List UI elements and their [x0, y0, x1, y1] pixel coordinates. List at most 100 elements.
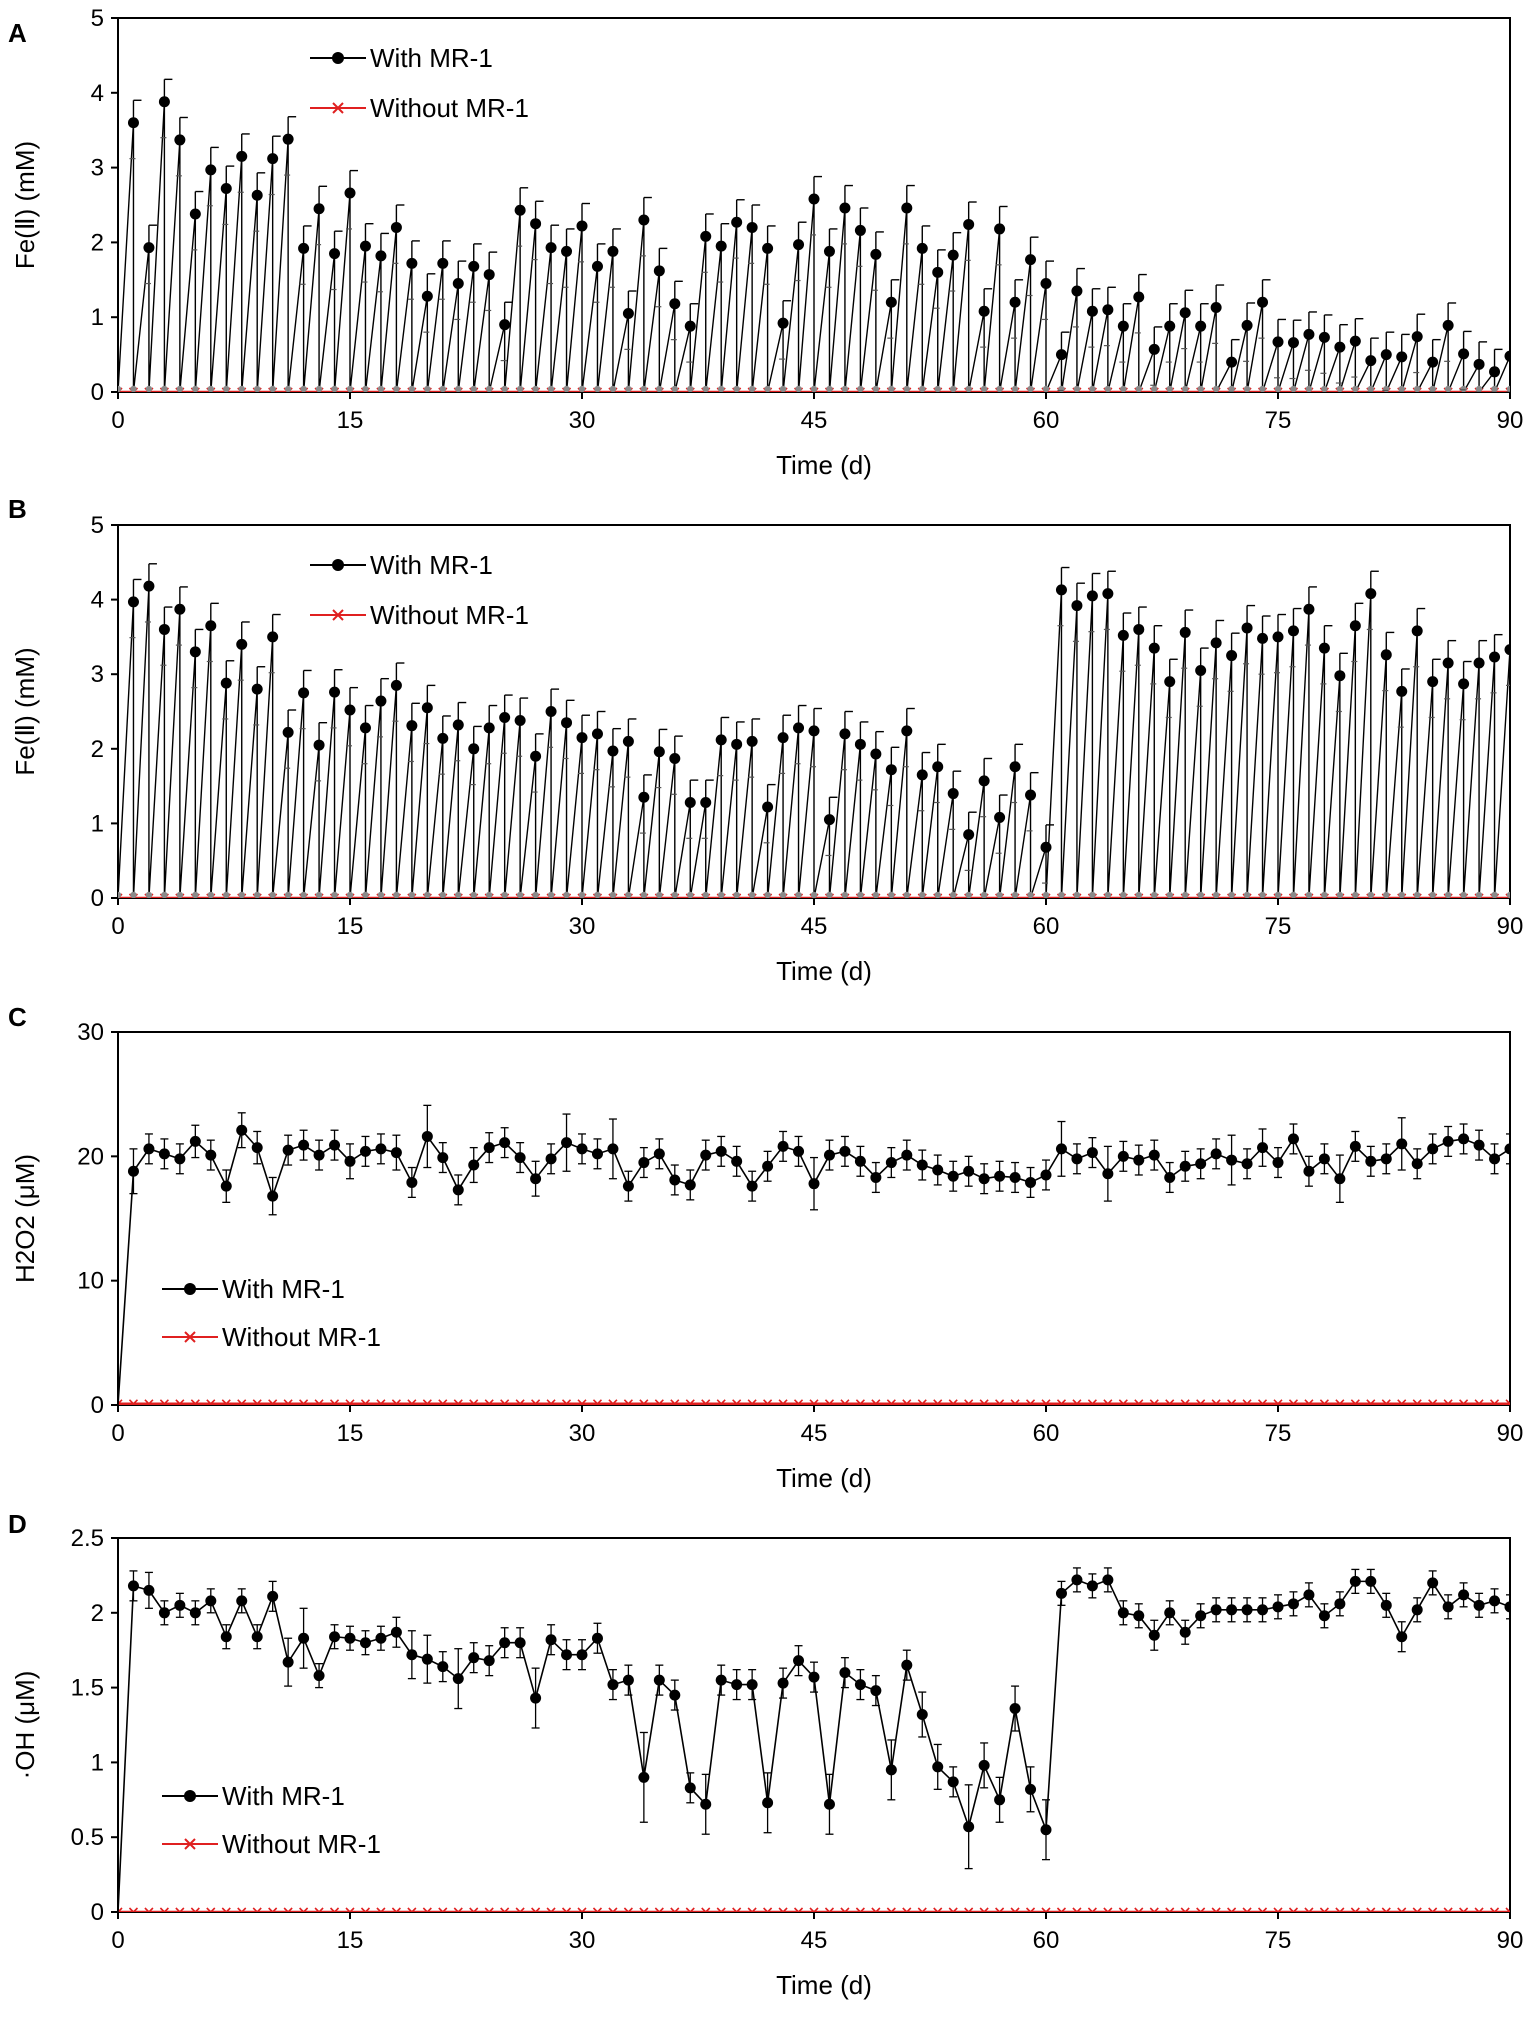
data-point	[530, 218, 542, 230]
baseline-dot	[223, 385, 230, 392]
series-without-mr1-marker	[608, 1907, 618, 1912]
series-without-mr1-marker	[515, 1399, 525, 1405]
data-point	[406, 720, 418, 732]
baseline-dot	[594, 385, 601, 392]
data-point	[762, 801, 774, 813]
series-without-mr1-marker	[1165, 1399, 1175, 1405]
data-point	[1117, 629, 1129, 641]
data-point	[932, 266, 944, 278]
series-without-mr1-marker	[1227, 1907, 1237, 1912]
data-point	[1442, 657, 1454, 669]
baseline-dot	[1058, 891, 1065, 898]
baseline-dot	[1120, 385, 1127, 392]
series-without-mr1-marker	[345, 1399, 355, 1405]
baseline-dot	[1290, 891, 1297, 898]
data-point	[282, 726, 294, 738]
series-without-mr1-marker	[252, 1399, 262, 1405]
legend-without-mr1-marker	[332, 609, 344, 621]
data-point	[251, 683, 263, 695]
baseline-dot	[919, 891, 926, 898]
series-without-mr1-marker	[1335, 1907, 1345, 1912]
series-without-mr1-marker	[453, 1399, 463, 1405]
data-point	[499, 711, 511, 723]
baseline-dot	[1491, 385, 1498, 392]
series-without-mr1-marker	[639, 1907, 649, 1912]
baseline-dot	[1073, 891, 1081, 898]
x-tick-label: 15	[337, 1927, 364, 1954]
series-without-mr1-marker	[933, 1399, 943, 1405]
data-point	[1318, 331, 1330, 343]
series-without-mr1-marker	[995, 1399, 1005, 1405]
series-without-mr1-marker	[1397, 1399, 1407, 1405]
series-without-mr1-marker	[1397, 1907, 1407, 1912]
data-point	[1055, 584, 1067, 596]
x-tick-label: 75	[1265, 1927, 1292, 1954]
legend-without-mr1-label: Without MR-1	[370, 93, 529, 123]
data-point	[189, 1607, 201, 1619]
data-point	[591, 1632, 603, 1644]
data-point	[329, 686, 341, 698]
data-point	[1396, 1138, 1408, 1150]
data-point	[1102, 588, 1114, 600]
series-without-mr1-marker	[1366, 1907, 1376, 1912]
series-without-mr1-marker	[1103, 1907, 1113, 1912]
x-tick-label: 90	[1497, 1927, 1524, 1954]
data-point	[793, 1145, 805, 1157]
baseline-dot	[238, 891, 245, 898]
data-point	[468, 260, 480, 272]
data-point	[205, 164, 217, 176]
series-without-mr1-marker	[855, 1399, 865, 1405]
data-point	[854, 224, 866, 236]
baseline-dot	[733, 385, 740, 392]
data-point	[1102, 1168, 1114, 1180]
y-axis-title: ·OH (μM)	[10, 1671, 40, 1780]
baseline-dot	[687, 891, 694, 898]
baseline-dot	[393, 891, 400, 898]
data-point	[1257, 1142, 1269, 1154]
baseline-dot	[1120, 891, 1127, 898]
baseline-dot	[1027, 891, 1034, 898]
data-point	[282, 133, 294, 145]
data-point	[1210, 301, 1222, 313]
data-point	[468, 743, 480, 755]
baseline-dot	[501, 385, 508, 392]
data-point	[638, 1157, 650, 1169]
data-point	[1349, 620, 1361, 632]
baseline-dot	[1166, 385, 1173, 392]
series-without-mr1-marker	[793, 1399, 804, 1405]
data-point	[158, 623, 170, 635]
data-point	[468, 1652, 480, 1664]
baseline-dot	[300, 891, 307, 898]
series-without-mr1-marker	[268, 1907, 278, 1912]
data-point	[251, 1142, 263, 1154]
data-point	[127, 117, 139, 129]
data-point	[576, 732, 588, 744]
data-point	[1303, 328, 1315, 340]
baseline-dot	[1429, 385, 1436, 392]
series-without-mr1-marker	[670, 1399, 680, 1405]
baseline-dot	[1073, 385, 1081, 392]
series-without-mr1-marker	[360, 1907, 371, 1912]
data-point	[375, 1632, 387, 1644]
series-without-mr1-marker	[283, 1399, 293, 1405]
baseline-dot	[1274, 385, 1282, 392]
baseline-dot	[161, 385, 168, 392]
data-point	[158, 96, 170, 108]
series-without-mr1-marker	[1165, 1907, 1175, 1912]
baseline-dot	[996, 385, 1003, 392]
data-point	[731, 1679, 743, 1691]
x-tick-label: 45	[801, 407, 828, 434]
data-point	[468, 1159, 480, 1171]
data-point	[870, 1171, 882, 1183]
panel-letter: A	[8, 18, 27, 48]
data-point	[514, 1637, 526, 1649]
series-without-mr1-marker	[1087, 1907, 1097, 1912]
y-tick-label: 0	[91, 1392, 104, 1419]
series-without-mr1-marker	[391, 1907, 401, 1912]
x-tick-label: 60	[1033, 1927, 1060, 1954]
x-tick-label: 15	[337, 913, 364, 940]
data-point	[1396, 1631, 1408, 1643]
x-axis-title: Time (d)	[776, 956, 872, 986]
series-without-mr1-marker	[118, 1399, 123, 1405]
baseline-dot	[1290, 385, 1297, 392]
